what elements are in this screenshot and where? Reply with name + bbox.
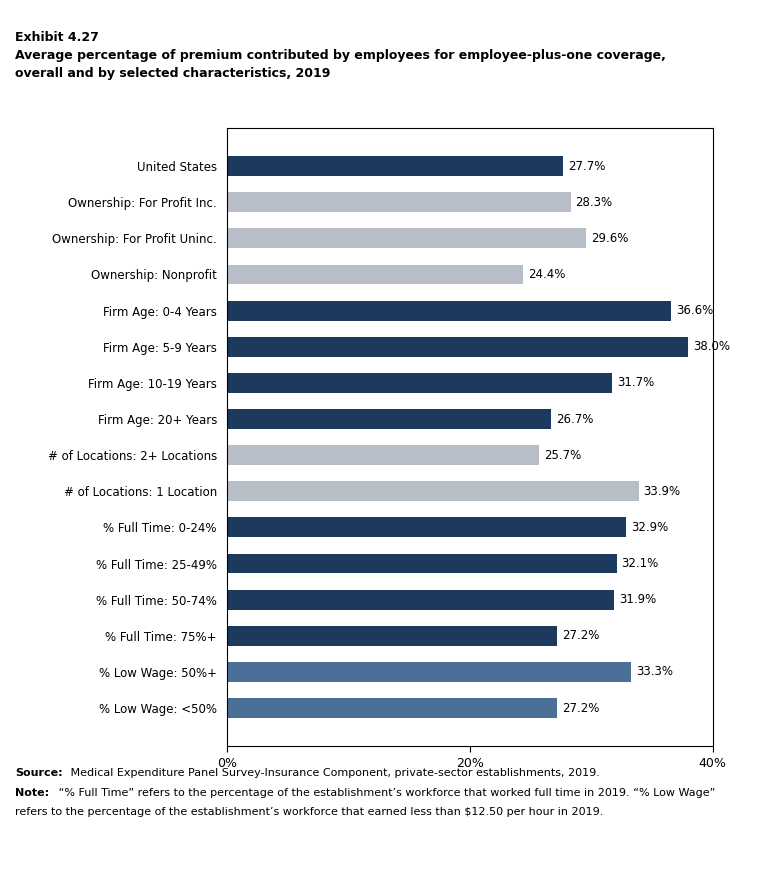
- Text: 28.3%: 28.3%: [575, 196, 612, 208]
- Text: Average percentage of premium contributed by employees for employee-plus-one cov: Average percentage of premium contribute…: [15, 49, 666, 62]
- Bar: [227, 517, 626, 538]
- Bar: [227, 698, 557, 718]
- Text: 36.6%: 36.6%: [676, 304, 713, 317]
- Text: Medical Expenditure Panel Survey-Insurance Component, private-sector establishme: Medical Expenditure Panel Survey-Insuran…: [67, 768, 600, 778]
- Text: Exhibit 4.27: Exhibit 4.27: [15, 31, 99, 44]
- Text: Note:: Note:: [15, 788, 49, 797]
- Text: 32.1%: 32.1%: [622, 557, 659, 570]
- Bar: [227, 554, 617, 573]
- Text: 31.7%: 31.7%: [617, 376, 654, 389]
- Text: 27.7%: 27.7%: [568, 160, 606, 172]
- Text: 27.2%: 27.2%: [562, 630, 600, 642]
- Text: 24.4%: 24.4%: [528, 268, 565, 281]
- Text: 32.9%: 32.9%: [631, 521, 669, 534]
- Bar: [227, 265, 523, 284]
- Text: 38.0%: 38.0%: [693, 340, 730, 353]
- Bar: [227, 409, 551, 429]
- Text: 31.9%: 31.9%: [619, 593, 656, 607]
- Text: “% Full Time” refers to the percentage of the establishment’s workforce that wor: “% Full Time” refers to the percentage o…: [55, 788, 715, 797]
- Text: 29.6%: 29.6%: [591, 232, 628, 245]
- Bar: [227, 336, 688, 357]
- Bar: [227, 662, 631, 682]
- Bar: [227, 445, 539, 465]
- Bar: [227, 481, 638, 502]
- Bar: [227, 590, 614, 609]
- Text: 26.7%: 26.7%: [556, 412, 594, 426]
- Bar: [227, 156, 563, 176]
- Text: Source:: Source:: [15, 768, 63, 778]
- Text: refers to the percentage of the establishment’s workforce that earned less than : refers to the percentage of the establis…: [15, 807, 603, 817]
- Text: 33.3%: 33.3%: [636, 666, 673, 678]
- Bar: [227, 626, 557, 645]
- Bar: [227, 192, 571, 212]
- Bar: [227, 301, 672, 321]
- Text: overall and by selected characteristics, 2019: overall and by selected characteristics,…: [15, 67, 330, 80]
- Text: 25.7%: 25.7%: [544, 449, 581, 462]
- Text: 27.2%: 27.2%: [562, 702, 600, 714]
- Text: 33.9%: 33.9%: [644, 485, 681, 498]
- Bar: [227, 229, 587, 248]
- Bar: [227, 373, 612, 393]
